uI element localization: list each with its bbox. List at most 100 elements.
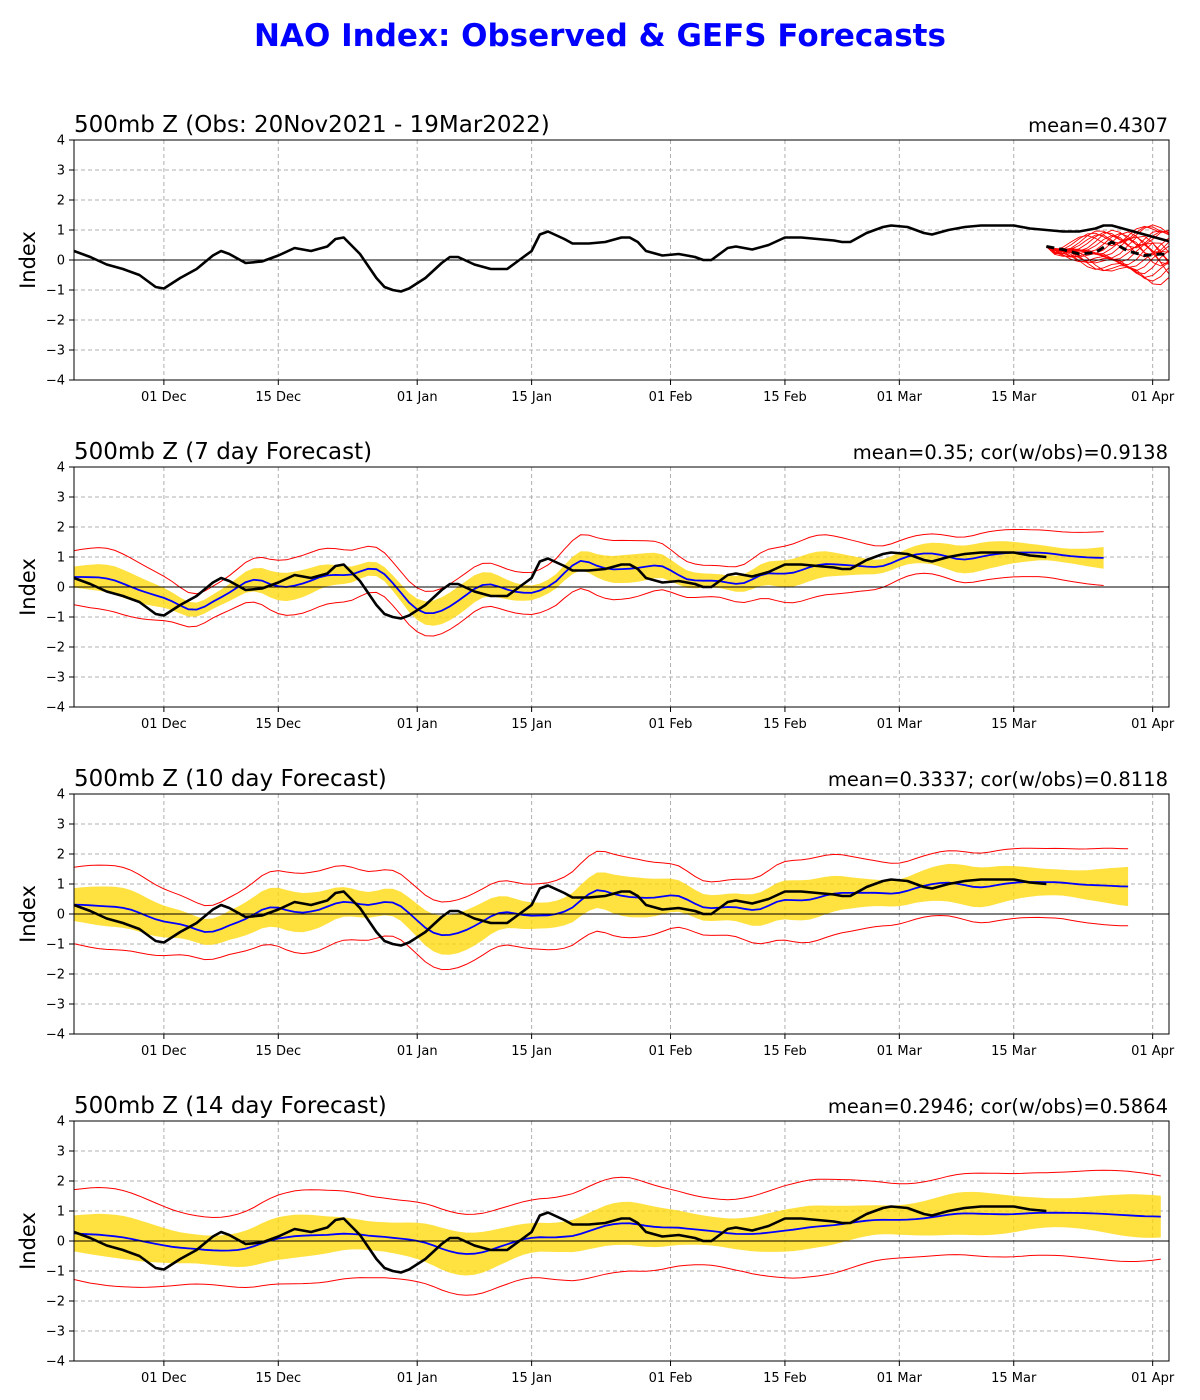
x-tick-label: 15 Dec [255, 1044, 301, 1059]
axes-frame [73, 793, 1170, 1035]
ensemble-max-line [74, 847, 1129, 907]
y-axis-label: Index [16, 1212, 40, 1270]
panel-1: 01 Dec 15 Dec 01 Jan 15 Jan 01 Feb 15 Feb 01 M… [16, 112, 1175, 405]
panel-title: 500mb Z (Obs: 20Nov2021 - 19Mar2022) [74, 112, 550, 138]
ensemble-member-line [1046, 246, 1169, 275]
ensemble-member-line [1046, 235, 1169, 262]
panel-stat: mean=0.35; cor(w/obs)=0.9138 [853, 441, 1168, 464]
plot-area [74, 224, 1169, 293]
y-tick-label: 3 [57, 164, 65, 179]
panel-3: 01 Dec 15 Dec 01 Jan 15 Jan 01 Feb 15 Feb 01 M… [16, 766, 1175, 1059]
y-tick-label: −2 [46, 641, 65, 656]
panel-stat: mean=0.3337; cor(w/obs)=0.8118 [828, 768, 1168, 791]
x-tick-label: 01 Dec [141, 390, 187, 405]
observed-line [74, 224, 1169, 293]
y-axis-label: Index [16, 885, 40, 943]
ensemble-member-line [1046, 225, 1169, 252]
y-tick-label: 4 [57, 134, 65, 149]
x-tick-label: 15 Mar [991, 390, 1037, 405]
axes-frame [73, 139, 1170, 381]
y-tick-label: −4 [46, 1355, 65, 1370]
x-tick-label: 15 Mar [991, 1044, 1037, 1059]
y-tick-label: 0 [57, 1235, 65, 1250]
x-tick-label: 15 Dec [255, 390, 301, 405]
x-tick-label: 15 Feb [763, 1044, 807, 1059]
y-tick-label: 0 [57, 908, 65, 923]
x-tick-label: 01 Dec [141, 717, 187, 732]
y-axis-label: Index [16, 231, 40, 289]
y-tick-label: −4 [46, 1028, 65, 1043]
ensemble-mean-forecast-line [1046, 240, 1169, 258]
ensemble-member-line [1046, 246, 1169, 278]
observed-line [74, 551, 1047, 620]
x-tick-label: 15 Jan [511, 1044, 552, 1059]
spread-band [74, 1191, 1161, 1276]
y-tick-label: −1 [46, 1265, 65, 1280]
y-tick-label: 3 [57, 818, 65, 833]
x-tick-label: 01 Feb [649, 1044, 693, 1059]
x-tick-label: 01 Jan [397, 1371, 438, 1386]
x-tick-label: 01 Jan [397, 390, 438, 405]
y-tick-label: 3 [57, 491, 65, 506]
y-axis-label: Index [16, 558, 40, 616]
x-tick-label: 01 Mar [877, 1044, 923, 1059]
y-tick-label: 4 [57, 1115, 65, 1130]
x-tick-label: 01 Feb [649, 1371, 693, 1386]
y-tick-label: 4 [57, 461, 65, 476]
x-tick-label: 15 Feb [763, 390, 807, 405]
x-tick-label: 01 Dec [141, 1044, 187, 1059]
y-tick-label: 1 [57, 1205, 65, 1220]
y-tick-label: −2 [46, 968, 65, 983]
observed-line [74, 878, 1047, 947]
x-tick-label: 01 Apr [1131, 717, 1175, 732]
x-tick-label: 01 Mar [877, 717, 923, 732]
x-tick-label: 15 Feb [763, 1371, 807, 1386]
axes-frame [73, 466, 1170, 708]
y-tick-label: −4 [46, 374, 65, 389]
x-tick-label: 01 Apr [1131, 390, 1175, 405]
ensemble-min-line [74, 572, 1104, 637]
y-tick-label: 2 [57, 1175, 65, 1190]
y-tick-label: −1 [46, 938, 65, 953]
ensemble-min-line [74, 914, 1129, 971]
y-tick-label: 2 [57, 521, 65, 536]
x-tick-label: 15 Feb [763, 717, 807, 732]
panel-title: 500mb Z (7 day Forecast) [74, 439, 372, 465]
panel-4: 01 Dec 15 Dec 01 Jan 15 Jan 01 Feb 15 Feb 01 M… [16, 1093, 1175, 1386]
x-tick-label: 01 Apr [1131, 1044, 1175, 1059]
x-tick-label: 15 Dec [255, 1371, 301, 1386]
x-tick-label: 01 Jan [397, 1044, 438, 1059]
x-tick-label: 15 Jan [511, 717, 552, 732]
y-tick-label: −3 [46, 1325, 65, 1340]
x-tick-label: 01 Apr [1131, 1371, 1175, 1386]
x-tick-label: 01 Mar [877, 1371, 923, 1386]
ensemble-max-line [74, 529, 1104, 595]
x-tick-label: 01 Feb [649, 717, 693, 732]
y-tick-label: −3 [46, 344, 65, 359]
x-tick-label: 01 Feb [649, 390, 693, 405]
x-tick-label: 15 Mar [991, 1371, 1037, 1386]
y-tick-label: 1 [57, 224, 65, 239]
ensemble-max-line [74, 1169, 1161, 1219]
y-tick-label: 2 [57, 194, 65, 209]
panel-title: 500mb Z (10 day Forecast) [74, 766, 387, 792]
y-tick-label: −1 [46, 611, 65, 626]
y-tick-label: 3 [57, 1145, 65, 1160]
y-tick-label: 4 [57, 788, 65, 803]
x-tick-label: 01 Mar [877, 390, 923, 405]
axes-frame [73, 1120, 1170, 1362]
page-title: NAO Index: Observed & GEFS Forecasts [254, 18, 946, 54]
ensemble-member-line [1046, 224, 1169, 252]
x-tick-label: 15 Mar [991, 717, 1037, 732]
spread-band [74, 541, 1104, 626]
y-tick-label: 1 [57, 878, 65, 893]
y-tick-label: −2 [46, 314, 65, 329]
y-tick-label: −1 [46, 284, 65, 299]
panel-title: 500mb Z (14 day Forecast) [74, 1093, 387, 1119]
panel-stat: mean=0.4307 [1028, 114, 1168, 137]
y-tick-label: 2 [57, 848, 65, 863]
y-tick-label: 1 [57, 551, 65, 566]
ensemble-mean-line [74, 551, 1104, 614]
x-tick-label: 01 Jan [397, 717, 438, 732]
